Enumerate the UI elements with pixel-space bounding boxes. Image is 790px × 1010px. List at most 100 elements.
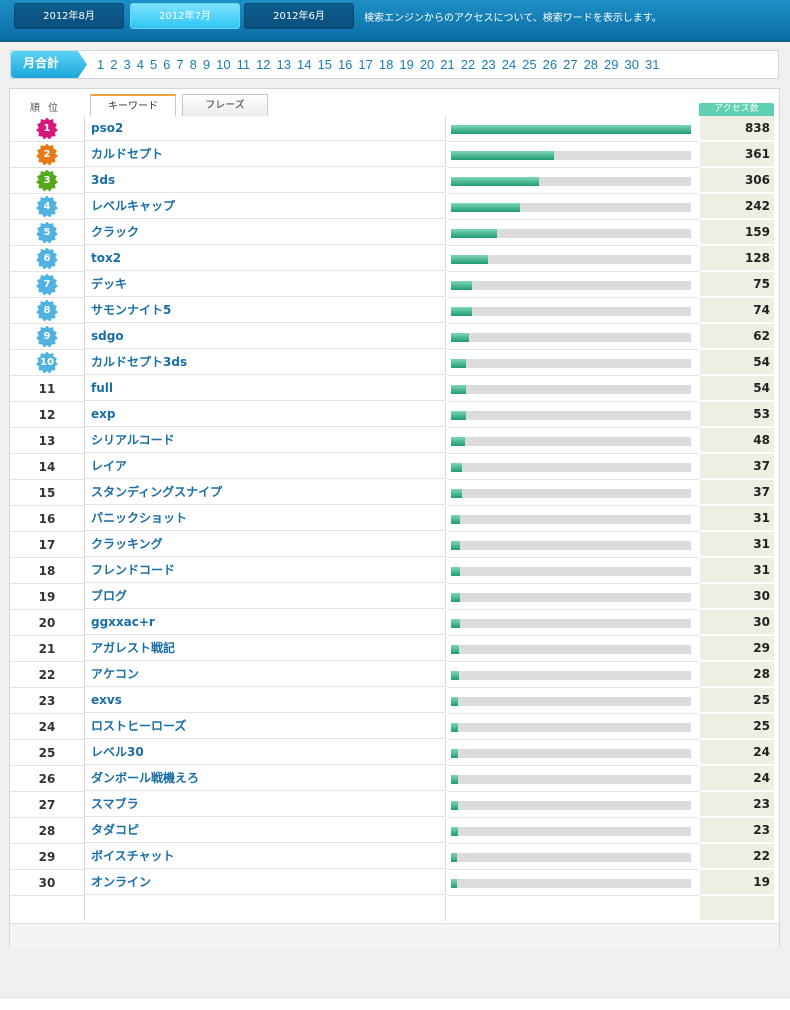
rank-cell: 20: [10, 610, 85, 636]
month-button-aug[interactable]: 2012年8月: [14, 3, 124, 29]
keyword-link[interactable]: タダコピ: [85, 818, 446, 843]
keyword-link[interactable]: 3ds: [85, 168, 446, 193]
keyword-link[interactable]: シリアルコード: [85, 428, 446, 453]
access-bar-track: [451, 775, 691, 784]
keyword-link[interactable]: パニックショット: [85, 506, 446, 531]
day-link[interactable]: 19: [399, 57, 414, 72]
table-row: 28 タダコピ 23: [10, 818, 779, 844]
day-link[interactable]: 28: [583, 57, 599, 72]
keyword-link[interactable]: クラック: [85, 220, 446, 245]
keyword-link[interactable]: ggxxac+r: [85, 610, 446, 635]
keyword-link[interactable]: レベルキャップ: [85, 194, 446, 219]
day-link[interactable]: 20: [419, 57, 435, 72]
bar-cell: [447, 610, 699, 636]
monthly-total-tab[interactable]: 月合計: [11, 51, 87, 78]
day-link[interactable]: 6: [163, 57, 171, 72]
day-link[interactable]: 26: [542, 57, 558, 72]
table-row: 5 クラック 159: [10, 220, 779, 246]
day-link[interactable]: 27: [563, 57, 578, 72]
day-link[interactable]: 9: [202, 57, 211, 72]
day-link[interactable]: 3: [123, 57, 131, 72]
day-link[interactable]: 1: [97, 57, 105, 72]
keyword-link[interactable]: full: [85, 376, 446, 401]
table-row: 22 アケコン 28: [10, 662, 779, 688]
keyword-link[interactable]: クラッキング: [85, 532, 446, 557]
keyword-link[interactable]: ボイスチャット: [85, 844, 446, 869]
day-link[interactable]: 17: [358, 57, 373, 72]
keyword-link[interactable]: レベル30: [85, 740, 446, 765]
access-bar-track: [451, 281, 691, 290]
keyword-link[interactable]: レイア: [85, 454, 446, 479]
day-link[interactable]: 8: [189, 57, 197, 72]
keyword-link[interactable]: tox2: [85, 246, 446, 271]
keyword-link[interactable]: アケコン: [85, 662, 446, 687]
bar-cell: [447, 558, 699, 584]
rank-cell: 2: [10, 142, 85, 168]
table-row: 15 スタンディングスナイプ 37: [10, 480, 779, 506]
keyword-link[interactable]: sdgo: [85, 324, 446, 349]
day-link[interactable]: 22: [460, 57, 476, 72]
bar-cell: [447, 896, 699, 921]
day-link[interactable]: 14: [297, 57, 312, 72]
rank-cell: 8: [10, 298, 85, 324]
access-count: 25: [700, 688, 774, 713]
month-button-jul[interactable]: 2012年7月: [130, 3, 240, 29]
keyword-link[interactable]: ブログ: [85, 584, 446, 609]
access-bar: [451, 333, 469, 342]
day-link[interactable]: 25: [522, 57, 537, 72]
keyword-link[interactable]: デッキ: [85, 272, 446, 297]
table-row: 11 full 54: [10, 376, 779, 402]
table-row: 7 デッキ 75: [10, 272, 779, 298]
rank-medal-icon: 1: [36, 117, 58, 140]
day-link[interactable]: 5: [149, 57, 158, 72]
rank-medal-icon: 3: [36, 169, 58, 192]
day-link[interactable]: 31: [644, 57, 660, 72]
keyword-link[interactable]: アガレスト戦記: [85, 636, 446, 661]
month-button-jun[interactable]: 2012年6月: [244, 3, 354, 29]
rank-cell: 3: [10, 168, 85, 194]
day-link[interactable]: 30: [624, 57, 639, 72]
keyword-link[interactable]: オンライン: [85, 870, 446, 895]
keyword-link[interactable]: exvs: [85, 688, 446, 713]
access-bar: [451, 879, 457, 888]
keyword-link[interactable]: ダンボール戦機えろ: [85, 766, 446, 791]
day-link[interactable]: 15: [317, 57, 332, 72]
day-link[interactable]: 23: [481, 57, 496, 72]
access-count: 128: [700, 246, 774, 271]
keyword-link[interactable]: pso2: [85, 116, 446, 141]
rank-medal-icon: 9: [36, 325, 58, 348]
day-link[interactable]: 2: [110, 57, 118, 72]
access-bar-track: [451, 749, 691, 758]
day-navigation: 月合計 1 2 3 4 5 6 7 8 9 10 11 12 13 14 15 16 17 18 19 20 21 22 2…: [10, 50, 779, 79]
keyword-link[interactable]: サモンナイト5: [85, 298, 446, 323]
day-link[interactable]: 29: [604, 57, 619, 72]
day-link[interactable]: 13: [276, 57, 292, 72]
day-link[interactable]: 21: [440, 57, 455, 72]
bar-cell: [447, 740, 699, 766]
tab-keyword[interactable]: キーワード: [90, 94, 176, 116]
rank-header: 順位: [30, 103, 66, 114]
day-link[interactable]: 11: [236, 57, 251, 72]
table-row: 14 レイア 37: [10, 454, 779, 480]
keyword-link[interactable]: スマブラ: [85, 792, 446, 817]
day-link[interactable]: 10: [216, 57, 231, 72]
access-count: 53: [700, 402, 774, 427]
rank-medal-icon: 7: [36, 273, 58, 296]
day-link[interactable]: 7: [176, 57, 184, 72]
access-bar: [451, 723, 458, 732]
tab-phrase[interactable]: フレーズ: [182, 94, 268, 116]
keyword-link[interactable]: スタンディングスナイプ: [85, 480, 446, 505]
access-count: 19: [700, 870, 774, 895]
day-link[interactable]: 24: [501, 57, 517, 72]
day-link[interactable]: 18: [378, 57, 394, 72]
day-link[interactable]: 12: [256, 57, 271, 72]
day-link[interactable]: 16: [337, 57, 353, 72]
keyword-link[interactable]: カルドセプト: [85, 142, 446, 167]
bar-cell: [447, 818, 699, 844]
rank-medal-icon: 5: [36, 221, 58, 244]
keyword-link[interactable]: ロストヒーローズ: [85, 714, 446, 739]
day-link[interactable]: 4: [136, 57, 144, 72]
keyword-link[interactable]: exp: [85, 402, 446, 427]
keyword-link[interactable]: カルドセプト3ds: [85, 350, 446, 375]
keyword-link[interactable]: フレンドコード: [85, 558, 446, 583]
